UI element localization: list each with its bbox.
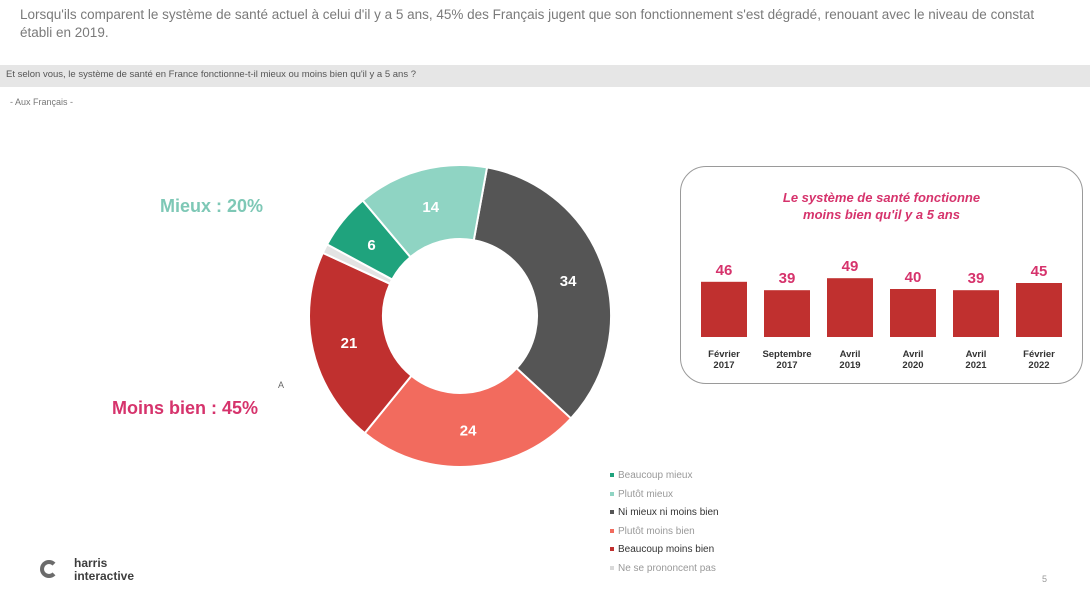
logo-line2: interactive (74, 569, 135, 583)
donut-slice-4 (308, 251, 413, 435)
trend-bar-value-4: 39 (968, 270, 985, 287)
legend-label: Ne se prononcent pas (618, 562, 716, 574)
legend: Beaucoup mieux Plutôt mieux Ni mieux ni mo… (610, 467, 719, 578)
donut-slice-3 (363, 366, 573, 468)
trend-bar-category-4: 2021 (965, 360, 987, 371)
trend-bar-chart: 46Février201739Septembre201749Avril20194… (701, 258, 1062, 371)
legend-label: Beaucoup moins bien (618, 544, 715, 555)
trend-bar-2 (827, 278, 873, 337)
legend-label: Beaucoup mieux (618, 470, 693, 481)
trend-bar-category-2: 2019 (839, 360, 860, 371)
small-marker: A (278, 380, 285, 390)
legend-swatch (610, 491, 614, 496)
donut-label-4: 21 (341, 335, 358, 352)
legend-item: Beaucoup moins bien (610, 541, 719, 560)
legend-swatch (610, 510, 614, 515)
donut-label-2: 34 (560, 273, 577, 290)
legend-swatch (610, 547, 614, 552)
trend-bar-0 (701, 281, 747, 337)
legend-label: Plutôt moins bien (618, 525, 695, 537)
trend-bar-category-5: Février (1023, 349, 1055, 360)
moins-bien-total-label: Moins bien : 45% (112, 398, 259, 418)
base-text: - Aux Français - (10, 97, 74, 107)
headline: Lorsqu'ils comparent le système de santé… (20, 7, 1035, 40)
trend-bar-value-3: 40 (905, 269, 922, 286)
mieux-total-label: Mieux : 20% (160, 196, 264, 216)
legend-item: Plutôt mieux (610, 486, 719, 505)
trend-bar-category-2: Avril (840, 349, 861, 360)
logo-text: harris interactive (74, 557, 134, 583)
trend-panel: Le système de santé fonctionne moins bie… (680, 166, 1083, 384)
question-text: Et selon vous, le système de santé en Fr… (6, 69, 417, 80)
trend-bar-value-5: 45 (1031, 263, 1048, 280)
trend-panel-title: Le système de santé fonctionne moins bie… (681, 189, 1082, 223)
trend-bar-value-1: 39 (779, 270, 796, 287)
legend-label: Plutôt mieux (618, 488, 674, 500)
legend-swatch (610, 528, 614, 533)
trend-bar-3 (890, 289, 936, 337)
trend-bar-1 (764, 290, 810, 337)
trend-bar-category-5: 2022 (1028, 360, 1049, 371)
trend-title-line1: Le système de santé fonctionne (782, 190, 981, 205)
legend-item: Ni mieux ni moins bien (610, 504, 719, 523)
donut-slice-1 (361, 164, 489, 259)
question-bar: Et selon vous, le système de santé en Fr… (0, 65, 1090, 87)
trend-bar-category-0: Février (708, 349, 740, 360)
donut-label-3: 24 (460, 423, 477, 440)
trend-bar-value-0: 46 (716, 262, 733, 279)
legend-item: Ne se prononcent pas (610, 560, 719, 579)
legend-item: Beaucoup mieux (610, 467, 719, 486)
trend-bar-category-1: Septembre (762, 349, 811, 360)
trend-bar-category-4: Avril (966, 349, 987, 360)
legend-item: Plutôt moins bien (610, 523, 719, 542)
trend-bar-category-0: 2017 (713, 360, 734, 371)
legend-label: Ni mieux ni moins bien (618, 507, 719, 518)
logo-ring-icon (40, 560, 58, 578)
donut-label-1: 14 (422, 199, 439, 216)
donut-slice-2 (472, 166, 612, 420)
trend-title-line2: moins bien qu'il y a 5 ans (803, 207, 960, 222)
trend-bar-4 (953, 290, 999, 337)
trend-bar-category-3: Avril (903, 349, 924, 360)
trend-bar-category-3: 2020 (902, 360, 923, 371)
trend-bar-category-1: 2017 (776, 360, 797, 371)
trend-bar-value-2: 49 (842, 258, 859, 275)
donut-label-0: 6 (367, 237, 375, 254)
trend-bar-5 (1016, 283, 1062, 337)
page-number: 5 (1042, 574, 1048, 584)
legend-swatch (610, 565, 614, 570)
legend-swatch (610, 473, 614, 478)
harris-interactive-logo: harris interactive (40, 557, 180, 587)
logo-line1: harris (74, 556, 108, 570)
